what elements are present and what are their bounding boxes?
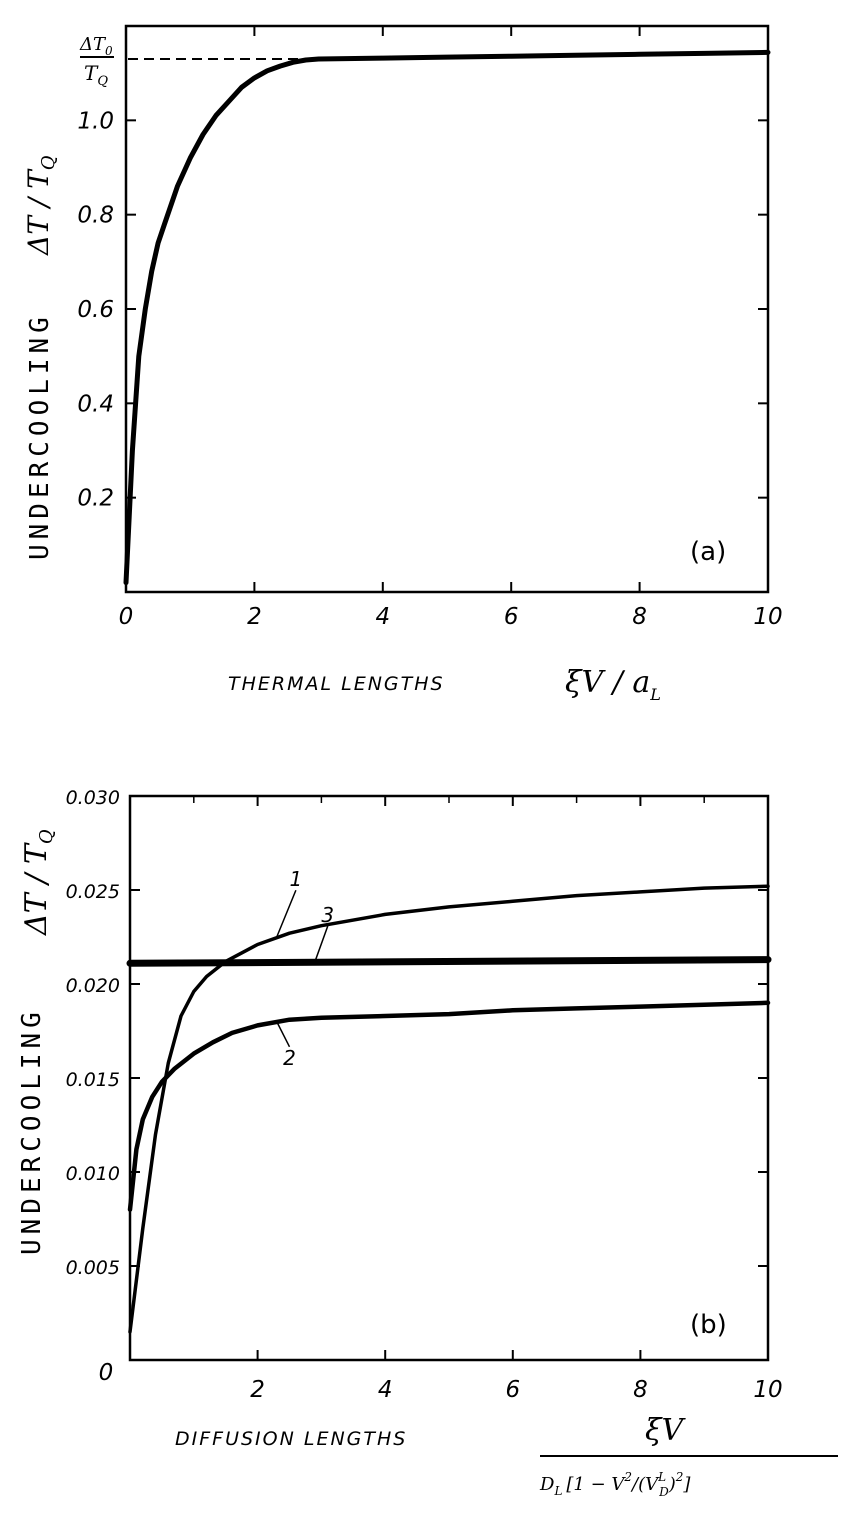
chart-b-ylabel-expr: ΔT / T bbox=[19, 842, 54, 936]
y-tick-label: 1.0 bbox=[77, 108, 114, 134]
x-tick-label: 2 bbox=[247, 604, 262, 630]
series-label-leader bbox=[276, 1021, 291, 1048]
chart-a-panel-label: (a) bbox=[690, 537, 726, 567]
series-line-2 bbox=[127, 1000, 771, 1212]
y-tick-label: 0.6 bbox=[77, 297, 114, 323]
ref-label-denominator-sub: Q bbox=[97, 74, 108, 89]
chart-a-reference-label: ΔT0 TQ bbox=[79, 34, 114, 89]
y-tick-label: 0.005 bbox=[66, 1257, 120, 1279]
chart-a-ylabel-sub: Q bbox=[38, 155, 59, 170]
y-tick-label: 0.025 bbox=[66, 881, 120, 903]
chart-b-ylabel-word: UNDERCOOLING bbox=[17, 1007, 47, 1255]
series-label-leader bbox=[314, 925, 329, 962]
chart-b-series bbox=[126, 884, 772, 1334]
chart-b-ylabel: UNDERCOOLING ΔT / TQ bbox=[17, 829, 57, 1255]
chart-a-ylabel-expr: ΔT / T bbox=[22, 168, 55, 256]
y-tick-label: 0.015 bbox=[66, 1069, 120, 1091]
chart-a-xlabel-sub: L bbox=[649, 685, 661, 704]
series-label-leader bbox=[276, 889, 297, 938]
y-tick-label: 0.8 bbox=[77, 203, 114, 229]
svg-text:ξV / aL: ξV / aL bbox=[565, 665, 661, 704]
x-tick-label: 8 bbox=[633, 1377, 648, 1403]
series-label: 2 bbox=[283, 1046, 296, 1070]
x-tick-label: 6 bbox=[504, 604, 519, 630]
chart-a-ylabel-word: UNDERCOOLING bbox=[25, 312, 55, 560]
chart-b-xlabel-word: DIFFUSION LENGTHS bbox=[175, 1428, 407, 1450]
chart-a-xlabel-word: THERMAL LENGTHS bbox=[228, 673, 445, 695]
series-line-1 bbox=[128, 884, 770, 1334]
chart-b-xlabel-numerator: ξV bbox=[645, 1413, 687, 1448]
y-tick-label: 0.020 bbox=[66, 975, 120, 997]
series-label: 3 bbox=[321, 903, 334, 927]
chart-b-ticks bbox=[130, 796, 768, 1360]
chart-a-series bbox=[123, 49, 771, 586]
chart-a-tick-labels: 0 2 4 6 8 10 0.2 0.4 0.6 0.8 1.0 bbox=[77, 108, 782, 630]
chart-b: 2 4 6 8 10 0 0.005 0.010 0.015 0.020 0.025 0.030 13… bbox=[17, 787, 838, 1499]
chart-a-ticks bbox=[126, 26, 768, 592]
x-tick-label: 10 bbox=[753, 604, 782, 630]
svg-text:ΔT / TQ: ΔT / TQ bbox=[19, 829, 57, 936]
origin-label: 0 bbox=[99, 1360, 114, 1386]
y-tick-label: 0.2 bbox=[77, 486, 114, 512]
y-tick-label: 0.010 bbox=[66, 1163, 120, 1185]
svg-text:TQ: TQ bbox=[84, 61, 108, 89]
series-label: 1 bbox=[290, 867, 303, 891]
chart-b-ylabel-sub: Q bbox=[36, 829, 57, 844]
series-line-3 bbox=[126, 956, 772, 967]
chart-b-series-labels: 13 2 bbox=[276, 867, 334, 1070]
y-tick-label: 0.030 bbox=[66, 787, 120, 809]
x-tick-label: 4 bbox=[375, 604, 390, 630]
series-line bbox=[123, 49, 771, 586]
svg-text:ΔT / TQ: ΔT / TQ bbox=[22, 155, 59, 256]
chart-b-frame bbox=[128, 794, 770, 1362]
x-tick-label: 4 bbox=[378, 1377, 393, 1403]
x-tick-label: 8 bbox=[632, 604, 647, 630]
ref-label-numerator-sub: 0 bbox=[105, 44, 113, 58]
x-tick-label: 0 bbox=[119, 604, 134, 630]
ref-label-denominator: T bbox=[84, 61, 99, 85]
y-tick-label: 0.4 bbox=[77, 391, 114, 417]
svg-text:ΔT0: ΔT0 bbox=[79, 34, 113, 58]
chart-a: 0 2 4 6 8 100.20.40.60.81.0 ΔT0 TQ UNDERCOOLI… bbox=[22, 24, 783, 704]
chart-a-ylabel: UNDERCOOLING ΔT / TQ bbox=[22, 155, 59, 560]
x-tick-label: 6 bbox=[505, 1377, 520, 1403]
chart-b-tick-labels: 2 4 6 8 10 0 0.005 0.010 0.015 0.020 0.025 0.030 bbox=[66, 787, 783, 1403]
ref-label-numerator: ΔT bbox=[79, 34, 107, 55]
x-tick-label: 2 bbox=[250, 1377, 265, 1403]
x-tick-label: 10 bbox=[753, 1377, 782, 1403]
chart-b-xlabel-denominator: DL [1 − V2/(VL D)2] bbox=[539, 1470, 691, 1499]
chart-b-panel-label: (b) bbox=[690, 1310, 727, 1340]
chart-a-xlabel-expr: ξV / a bbox=[565, 665, 650, 700]
